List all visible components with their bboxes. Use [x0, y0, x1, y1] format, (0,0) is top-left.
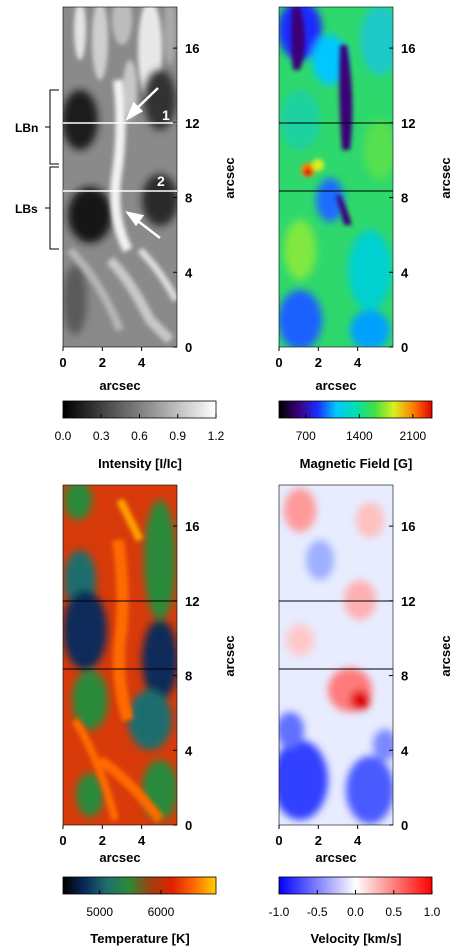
velocity-colorbar-ticks: -1.0 -0.5 0.0 0.5 1.0	[269, 890, 441, 919]
temperature-map	[63, 485, 177, 825]
y-tick-label: 0	[185, 818, 192, 833]
y-tick-label: 8	[185, 191, 192, 206]
x-tick-label: 0	[275, 833, 282, 848]
temperature-xlabel: arcsec	[99, 850, 140, 865]
colorbar-tick-label: 1400	[346, 429, 373, 443]
temperature-colorbar-ticks: 5000 6000	[86, 890, 175, 919]
temperature-panel: 0 2 4 0 4 8 12 16 arcsec arcsec 5000 6000 Temper…	[59, 484, 237, 946]
arrow-up-icon	[125, 87, 159, 121]
y-tick-label: 16	[401, 41, 415, 56]
temperature-ylabel: arcsec	[222, 635, 237, 676]
y-tick-label: 12	[401, 594, 415, 609]
magnetic-field-axes: 0 2 4 0 4 8 12 16	[275, 41, 415, 370]
y-tick-label: 12	[401, 116, 415, 131]
colorbar-tick-label: 1.0	[424, 905, 441, 919]
arrow-down-icon	[125, 211, 161, 239]
velocity-panel: 0 2 4 0 4 8 12 16 arcsec arcsec -1.0 -0.5 0.0 0.5 1…	[269, 484, 452, 946]
y-tick-label: 16	[401, 519, 415, 534]
x-tick-label: 4	[354, 355, 362, 370]
colorbar-tick-label: 5000	[86, 905, 113, 919]
region-bracket-lbn	[45, 89, 59, 165]
colorbar-tick-label: 1.2	[208, 429, 225, 443]
temperature-colorbar-label: Temperature [K]	[90, 931, 189, 946]
x-tick-label: 4	[138, 833, 146, 848]
y-tick-label: 4	[185, 265, 193, 280]
y-tick-label: 4	[185, 743, 193, 758]
cut-label-2: 2	[157, 173, 165, 189]
y-tick-label: 4	[401, 743, 409, 758]
magnetic-field-colorbar-ticks: 700 1400 2100	[296, 414, 427, 443]
colorbar-tick-label: 0.0	[347, 905, 364, 919]
temperature-axes: 0 2 4 0 4 8 12 16	[59, 519, 199, 848]
magnetic-field-ylabel: arcsec	[438, 157, 452, 198]
colorbar-tick-label: 0.5	[385, 905, 402, 919]
magnetic-field-colorbar	[278, 400, 433, 419]
colorbar-tick-label: -0.5	[307, 905, 328, 919]
intensity-map	[63, 7, 177, 347]
velocity-xlabel: arcsec	[315, 850, 356, 865]
temperature-colorbar	[62, 876, 217, 895]
y-tick-label: 0	[401, 340, 408, 355]
region-label-lbn: LBn	[15, 121, 38, 135]
y-tick-label: 8	[185, 669, 192, 684]
velocity-axes: 0 2 4 0 4 8 12 16	[275, 519, 415, 848]
colorbar-tick-label: 0.0	[55, 429, 72, 443]
x-tick-label: 2	[315, 833, 322, 848]
x-tick-label: 4	[354, 833, 362, 848]
velocity-ylabel: arcsec	[438, 635, 452, 676]
colorbar-tick-label: 0.6	[131, 429, 148, 443]
colorbar-tick-label: -1.0	[269, 905, 290, 919]
y-tick-label: 4	[401, 265, 409, 280]
y-tick-label: 0	[401, 818, 408, 833]
x-tick-label: 2	[315, 355, 322, 370]
velocity-colorbar-label: Velocity [km/s]	[310, 931, 401, 946]
y-tick-label: 16	[185, 519, 199, 534]
colorbar-tick-label: 0.9	[169, 429, 186, 443]
x-tick-label: 2	[99, 355, 106, 370]
y-tick-label: 0	[185, 340, 192, 355]
x-tick-label: 0	[59, 833, 66, 848]
magnetic-field-map	[279, 7, 393, 347]
magnetic-field-xlabel: arcsec	[315, 378, 356, 393]
y-tick-label: 16	[185, 41, 199, 56]
intensity-xlabel: arcsec	[99, 378, 140, 393]
colorbar-tick-label: 0.3	[93, 429, 110, 443]
x-tick-label: 0	[275, 355, 282, 370]
intensity-ylabel: arcsec	[222, 157, 237, 198]
intensity-colorbar-ticks: 0.0 0.3 0.6 0.9 1.2	[55, 414, 225, 443]
x-tick-label: 4	[138, 355, 146, 370]
colorbar-tick-label: 700	[296, 429, 316, 443]
region-label-lbs: LBs	[15, 202, 38, 216]
y-tick-label: 8	[401, 191, 408, 206]
magnetic-field-colorbar-label: Magnetic Field [G]	[300, 456, 413, 471]
magnetic-field-panel: 0 2 4 0 4 8 12 16 arcsec arcsec 700 1400 2100 Mag…	[275, 6, 452, 471]
x-tick-label: 2	[99, 833, 106, 848]
cut-label-1: 1	[162, 107, 170, 123]
intensity-colorbar-label: Intensity [I/Ic]	[98, 456, 182, 471]
y-tick-label: 12	[185, 594, 199, 609]
y-tick-label: 8	[401, 669, 408, 684]
x-tick-label: 0	[59, 355, 66, 370]
intensity-panel: 1 2 LBn LBs 0 2 4 0 4 8 12 16 arcsec arcsec 0.0…	[15, 6, 237, 471]
colorbar-tick-label: 2100	[400, 429, 427, 443]
region-bracket-lbs	[45, 166, 59, 250]
velocity-map	[279, 485, 393, 825]
y-tick-label: 12	[185, 116, 199, 131]
colorbar-tick-label: 6000	[148, 905, 175, 919]
